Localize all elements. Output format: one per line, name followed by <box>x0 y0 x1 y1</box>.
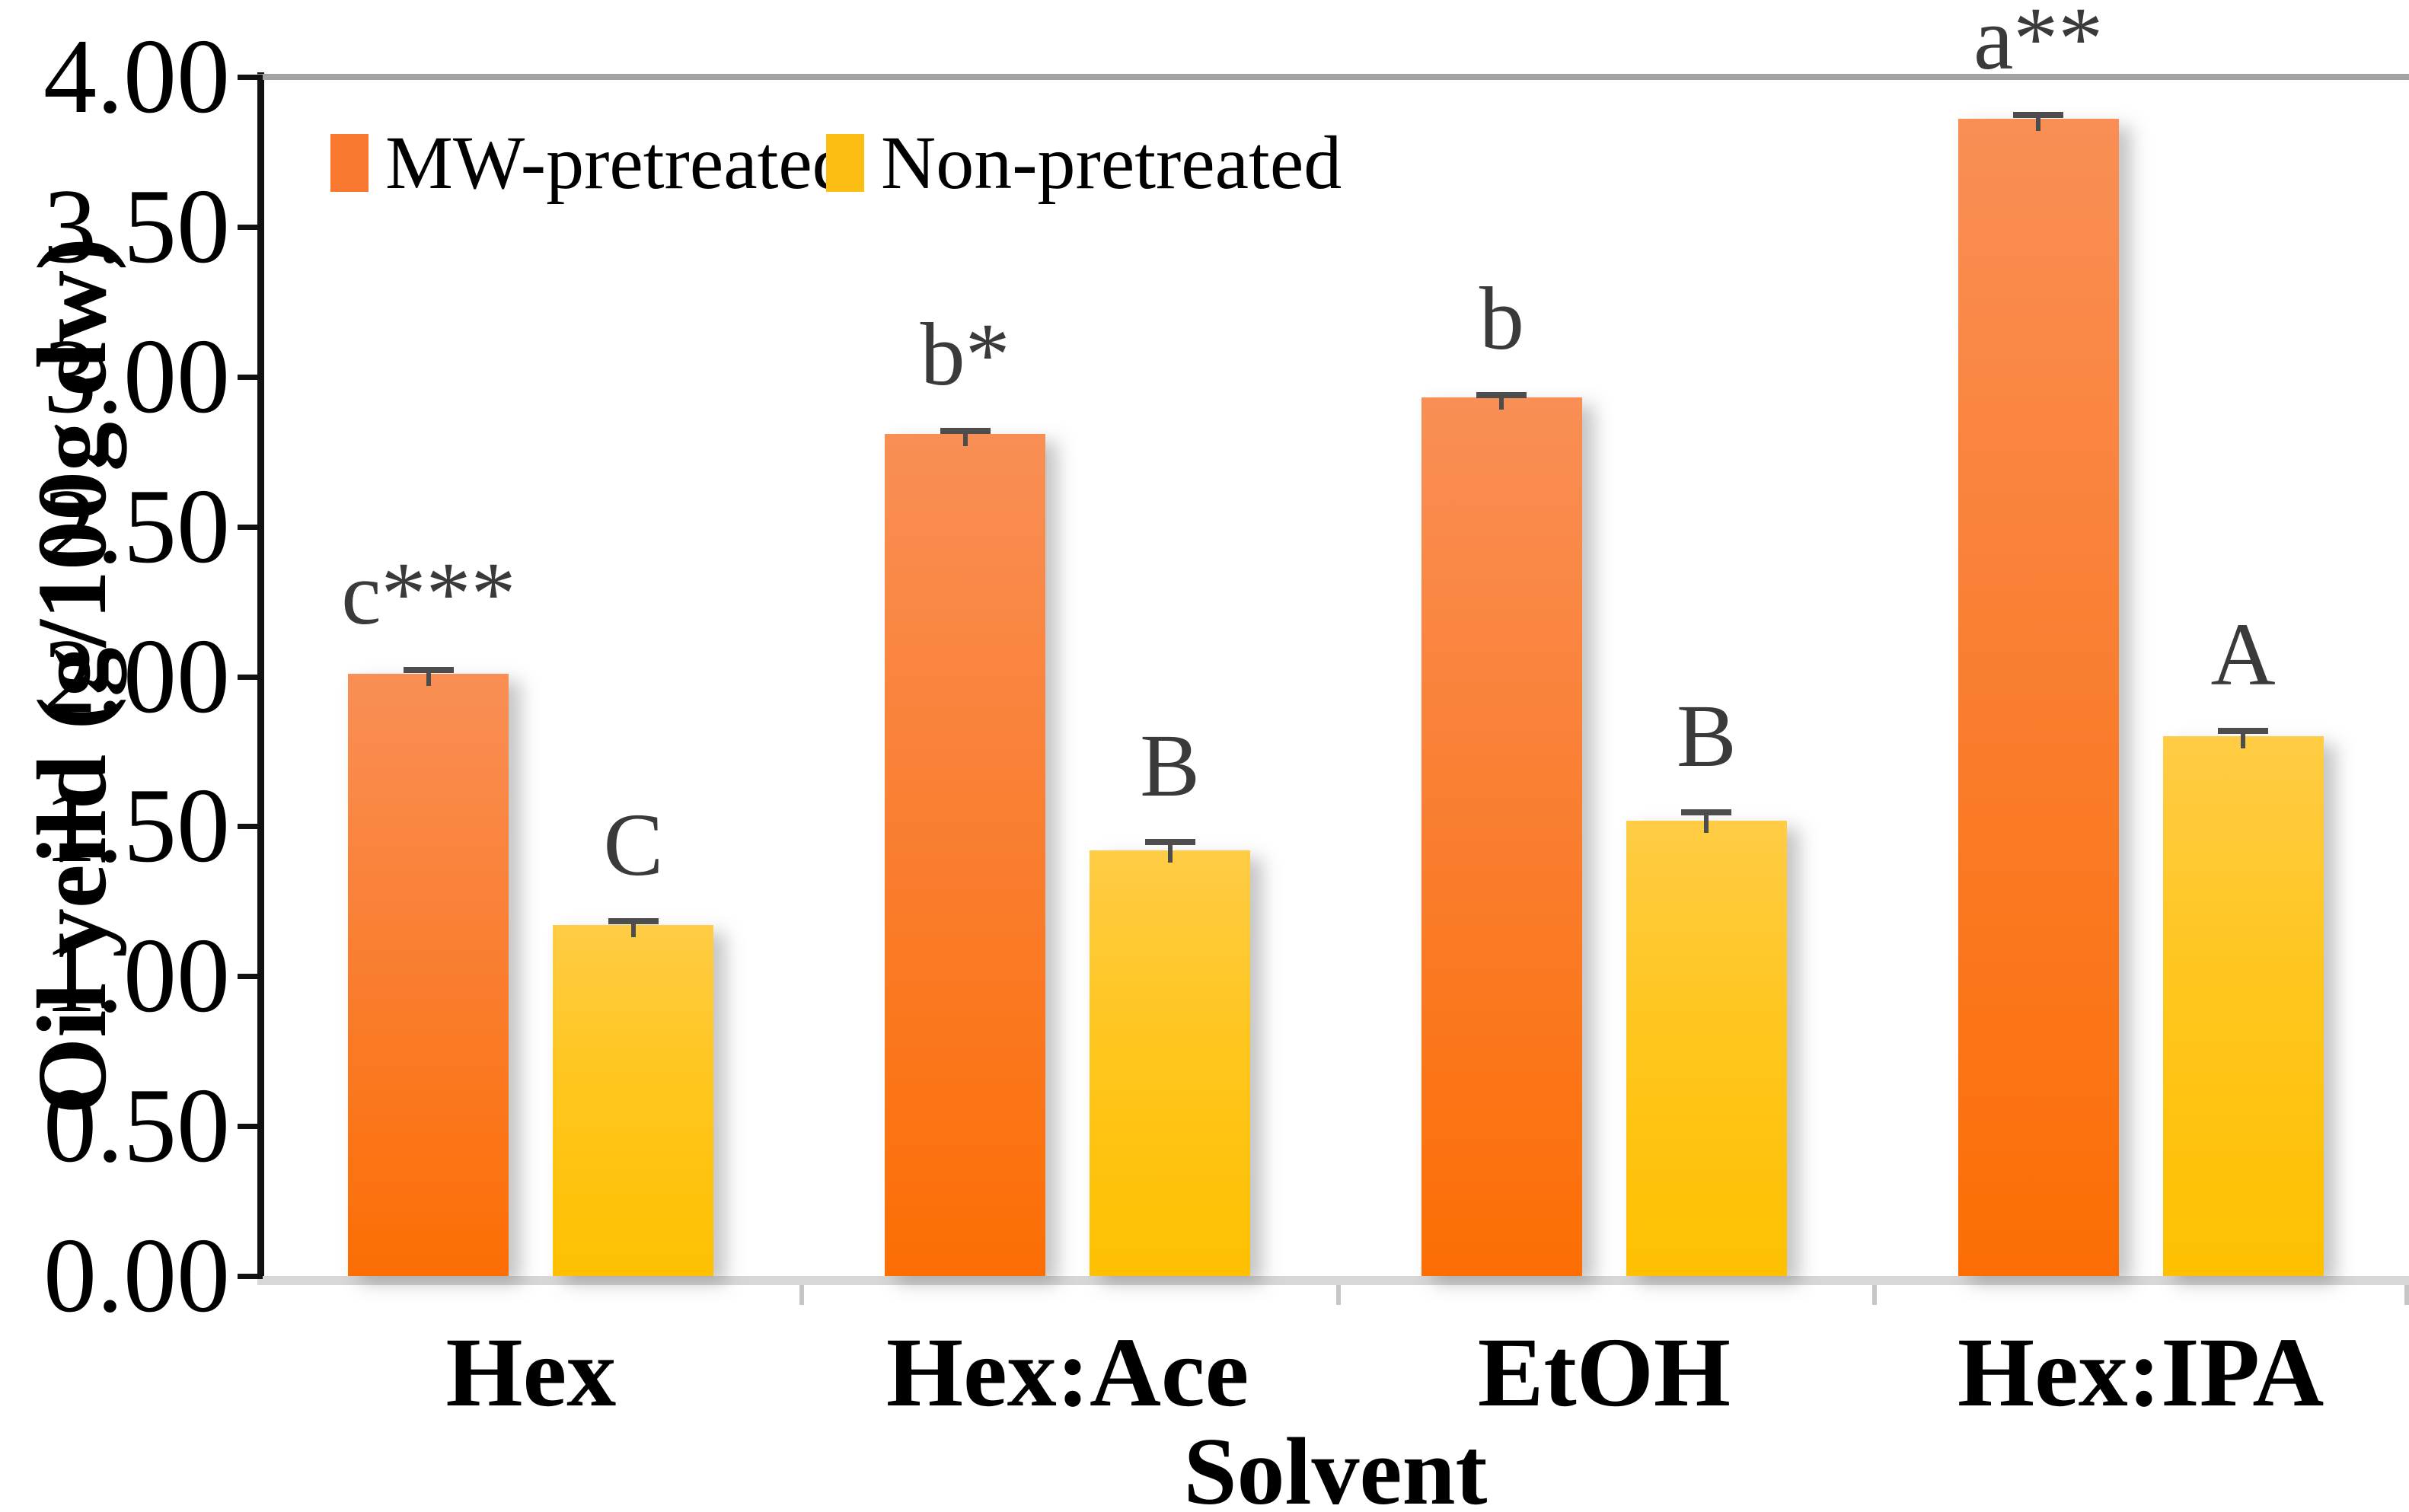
y-tick-label: 1.50 <box>43 767 230 885</box>
x-axis-title: Solvent <box>1183 1419 1488 1512</box>
bar-mw-pretreated-hex-ace <box>885 433 1046 1276</box>
error-bar-stem <box>962 429 968 446</box>
error-bar-stem <box>426 668 431 686</box>
y-tick-label: 0.00 <box>43 1217 230 1335</box>
y-tick-label: 1.00 <box>43 917 230 1035</box>
bar-annotation: b <box>1479 268 1524 368</box>
y-tick <box>238 224 263 230</box>
bar-annotation: C <box>603 795 664 895</box>
bar-mw-pretreated-hex <box>348 673 509 1276</box>
bar-annotation: b* <box>920 304 1010 404</box>
error-bar-stem <box>2036 114 2041 132</box>
bar-annotation: a** <box>1973 0 2104 89</box>
error-bar-cap <box>2013 112 2064 119</box>
bar-non-pretreated-hex-ipa <box>2162 736 2324 1276</box>
legend-item-non-pretreated: Non-pretreated <box>826 125 1342 201</box>
category-label: Hex:Ace <box>885 1318 1249 1427</box>
legend-label: MW-pretreated <box>385 120 850 205</box>
bar-mw-pretreated-etoh <box>1421 397 1582 1276</box>
error-bar-cap <box>2218 728 2269 735</box>
y-tick-label: 3.00 <box>43 317 230 435</box>
y-tick-label: 2.50 <box>43 467 230 585</box>
x-axis-line <box>257 1276 2409 1285</box>
error-bar-stem <box>2241 730 2246 749</box>
error-bar-cap <box>1476 391 1527 398</box>
legend-swatch-icon <box>826 134 864 192</box>
plot-top-border <box>257 74 2409 80</box>
legend-label: Non-pretreated <box>881 120 1342 205</box>
y-tick-label: 2.00 <box>43 617 230 735</box>
bar-annotation: B <box>1677 685 1737 786</box>
bar-non-pretreated-hex-ace <box>1090 850 1251 1276</box>
error-bar-cap <box>403 666 454 673</box>
y-tick <box>238 824 263 830</box>
y-tick <box>238 1274 263 1279</box>
category-separator-tick <box>1872 1285 1878 1305</box>
category-label: EtOH <box>1477 1318 1731 1427</box>
category-separator-tick <box>799 1285 804 1305</box>
y-tick-label: 0.50 <box>43 1067 230 1185</box>
y-tick-label: 3.50 <box>43 167 230 285</box>
legend-item-mw-pretreated: MW-pretreated <box>330 125 850 201</box>
bar-non-pretreated-hex <box>553 925 714 1276</box>
error-bar-stem <box>1167 841 1173 863</box>
category-label: Hex <box>445 1318 617 1427</box>
error-bar-cap <box>1144 839 1195 846</box>
y-tick <box>238 524 263 530</box>
bar-annotation: c*** <box>341 543 516 643</box>
y-tick <box>238 674 263 680</box>
error-bar-cap <box>608 918 659 925</box>
error-bar-cap <box>940 427 991 434</box>
bar-mw-pretreated-hex-ipa <box>1958 119 2119 1276</box>
y-tick-label: 4.00 <box>43 18 230 136</box>
category-label: Hex:IPA <box>1957 1318 2324 1427</box>
category-separator-tick <box>2404 1285 2409 1305</box>
error-bar-cap <box>1681 809 1732 815</box>
y-tick <box>238 974 263 980</box>
bar-non-pretreated-etoh <box>1626 820 1787 1276</box>
y-tick <box>238 374 263 380</box>
error-bar-stem <box>1704 811 1709 833</box>
category-separator-tick <box>1335 1285 1341 1305</box>
error-bar-stem <box>1499 394 1504 410</box>
legend-swatch-icon <box>330 134 369 192</box>
error-bar-stem <box>630 920 636 938</box>
y-tick <box>238 1124 263 1130</box>
y-tick <box>238 75 263 80</box>
bar-annotation: A <box>2210 604 2276 705</box>
bar-annotation: B <box>1140 716 1200 816</box>
